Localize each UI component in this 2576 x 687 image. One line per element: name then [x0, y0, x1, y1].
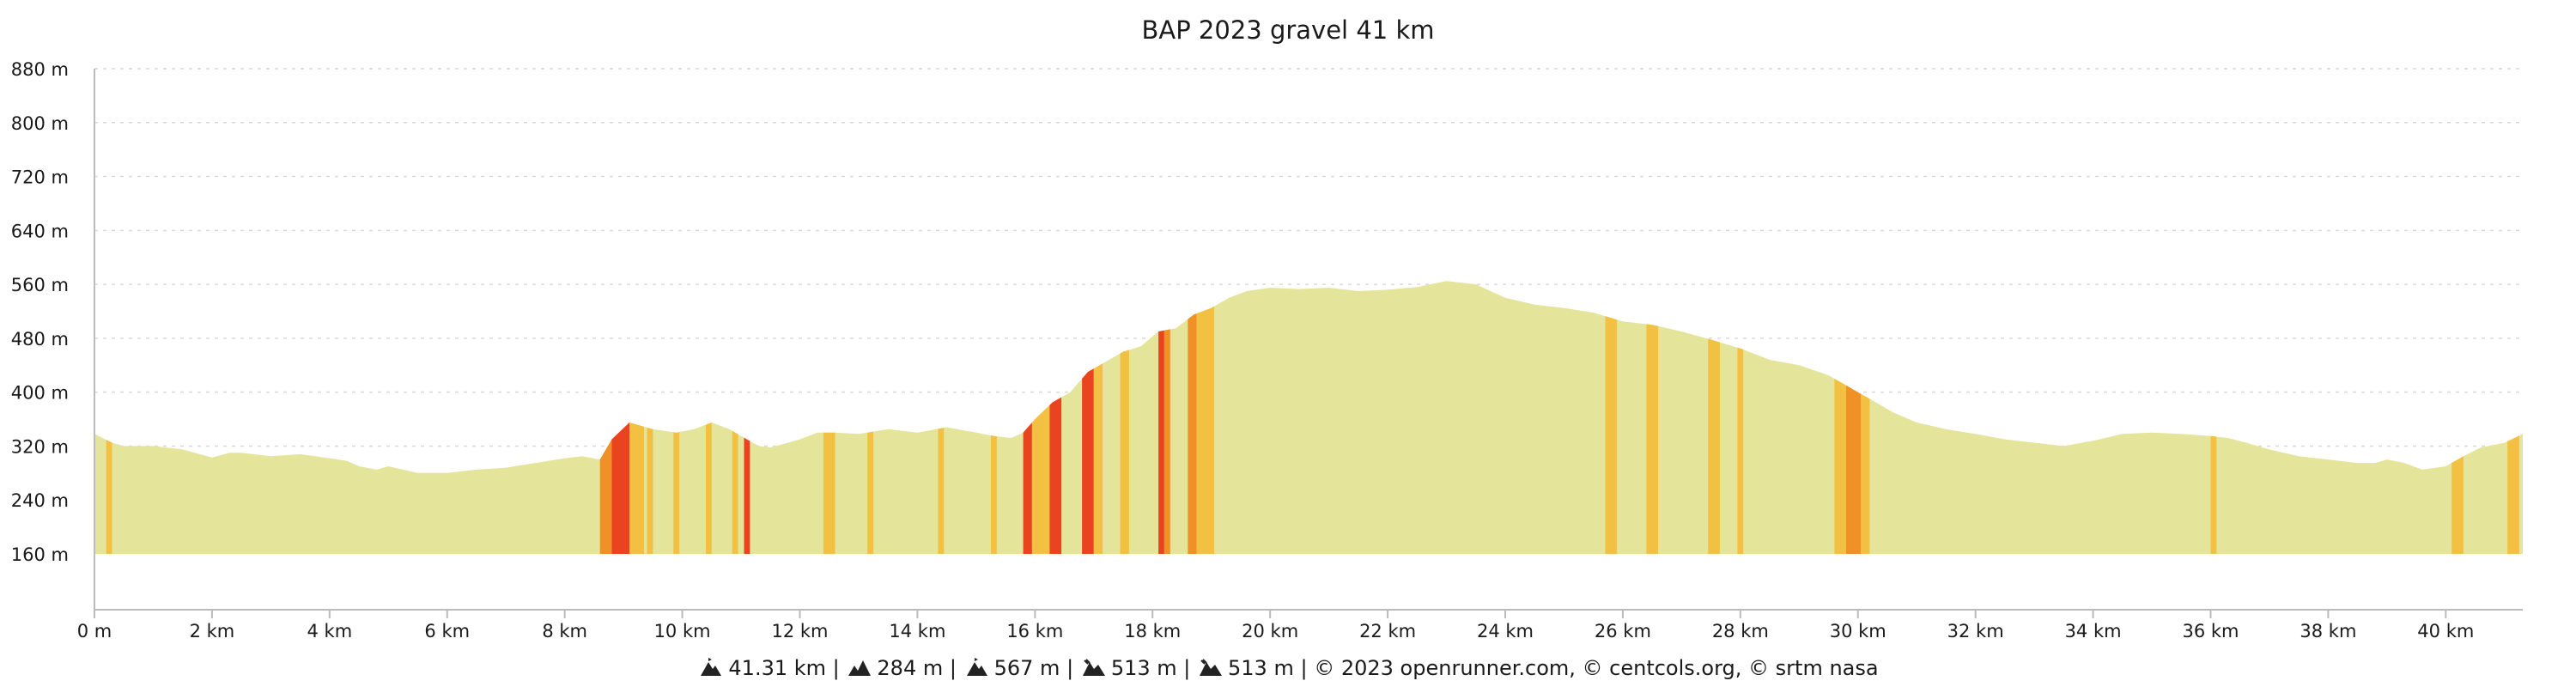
route-stats: 41.31 km | 284 m | 567 m | 513 m | 513 m…: [0, 656, 2576, 680]
separator: |: [1300, 656, 1308, 680]
x-tick-label: 30 km: [1830, 621, 1886, 641]
separator: |: [1066, 656, 1074, 680]
x-tick-label: 18 km: [1124, 621, 1181, 641]
y-tick-label: 720 m: [11, 167, 69, 188]
gradient-segment-very-high: [1082, 368, 1094, 554]
x-tick-label: 38 km: [2300, 621, 2356, 641]
gradient-segment-moderate: [629, 423, 645, 554]
y-tick-label: 480 m: [11, 329, 69, 350]
x-tick-label: 28 km: [1712, 621, 1769, 641]
separator: |: [949, 656, 957, 680]
x-tick-label: 20 km: [1242, 621, 1298, 641]
gradient-segment-very-high: [1049, 397, 1062, 554]
gradient-segment-moderate: [1196, 306, 1215, 554]
x-tick-label: 16 km: [1006, 621, 1063, 641]
mountain-summit-icon: [965, 657, 989, 678]
gradient-segment-moderate: [1605, 316, 1618, 554]
gradient-segment-high: [599, 439, 612, 554]
gradient-segment-moderate: [1708, 338, 1720, 554]
gradient-segment-moderate: [867, 431, 874, 554]
x-tick-label: 34 km: [2065, 621, 2122, 641]
gradient-segment-moderate: [1646, 324, 1658, 554]
gradient-segment-moderate: [938, 428, 945, 554]
gradient-segment-moderate: [732, 430, 738, 554]
separator: |: [832, 656, 840, 680]
x-tick-label: 0 m: [77, 621, 112, 641]
y-tick-label: 400 m: [11, 383, 69, 404]
gradient-segment-moderate: [991, 435, 997, 554]
gradient-segment-moderate: [1834, 379, 1846, 554]
x-tick-label: 40 km: [2417, 621, 2474, 641]
stat-max-altitude: 567 m: [993, 656, 1060, 680]
stat-credits: © 2023 openrunner.com, © centcols.org, ©…: [1314, 656, 1879, 680]
y-tick-label: 800 m: [11, 113, 69, 134]
chart-title: BAP 2023 gravel 41 km: [1141, 15, 1435, 45]
x-tick-label: 32 km: [1947, 621, 2004, 641]
gradient-segment-moderate: [106, 440, 112, 554]
x-tick-label: 26 km: [1595, 621, 1651, 641]
y-tick-label: 160 m: [11, 544, 69, 565]
gradient-segment-moderate: [673, 432, 680, 554]
gradient-segment-moderate: [647, 427, 653, 554]
stat-elevation-gain: 284 m: [877, 656, 944, 680]
y-tick-label: 240 m: [11, 490, 69, 511]
gradient-segment-moderate: [1861, 393, 1870, 554]
gradient-segment-very-high: [744, 437, 750, 554]
gradient-segment-moderate: [823, 432, 835, 554]
mountain-range-icon: [848, 657, 872, 678]
x-tick-label: 12 km: [771, 621, 828, 641]
mountain-summit-icon: [699, 657, 723, 678]
x-tick-label: 4 km: [307, 621, 353, 641]
gradient-segment-moderate: [1120, 350, 1129, 554]
gradient-segment-high: [1846, 385, 1862, 554]
x-tick-label: 36 km: [2182, 621, 2239, 641]
gradient-segment-moderate: [1737, 347, 1744, 554]
x-tick-label: 10 km: [654, 621, 711, 641]
x-tick-label: 22 km: [1359, 621, 1416, 641]
gradient-segment-moderate: [706, 423, 712, 554]
gradient-segment-moderate: [1031, 404, 1050, 554]
stat-distance: 41.31 km: [728, 656, 827, 680]
mountain-descent-icon: [1082, 657, 1106, 678]
gradient-segment-moderate: [2451, 456, 2464, 554]
x-tick-label: 6 km: [424, 621, 470, 641]
separator: |: [1183, 656, 1191, 680]
x-tick-label: 2 km: [190, 621, 235, 641]
gradient-segment-moderate: [2210, 435, 2217, 554]
gradient-segment-moderate: [2507, 435, 2519, 554]
stat-descent: 513 m: [1110, 656, 1177, 680]
y-tick-label: 880 m: [11, 59, 69, 80]
x-tick-label: 14 km: [889, 621, 945, 641]
gradient-segment-very-high: [1158, 330, 1164, 554]
mountain-descent-icon: [1199, 657, 1223, 678]
gradient-segment-moderate: [1093, 363, 1103, 554]
stat-descent: 513 m: [1228, 656, 1294, 680]
x-tick-label: 24 km: [1477, 621, 1534, 641]
gradient-segment-high: [1163, 329, 1170, 554]
y-tick-label: 640 m: [11, 221, 69, 241]
y-tick-label: 320 m: [11, 436, 69, 457]
gradient-segment-high: [1188, 313, 1197, 554]
gradient-segment-very-high: [611, 423, 629, 554]
elevation-area: [94, 281, 2523, 554]
gradient-segment-very-high: [1023, 423, 1032, 554]
y-tick-label: 560 m: [11, 275, 69, 295]
x-tick-label: 8 km: [542, 621, 587, 641]
